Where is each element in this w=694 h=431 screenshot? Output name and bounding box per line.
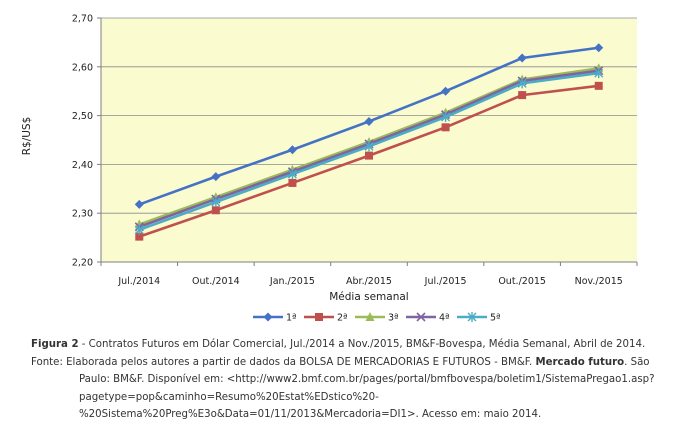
x-tick-labels: Jul./2014 Out./2014 Jan./2015 Abr./2015 Jul.… bbox=[117, 276, 622, 287]
data-point bbox=[594, 81, 603, 90]
y-tick-labels: 2,20 2,30 2,40 2,50 2,60 2,70 bbox=[72, 14, 93, 269]
data-point bbox=[364, 116, 374, 126]
data-point bbox=[134, 224, 144, 235]
data-point bbox=[288, 178, 297, 187]
x-axis-label: Média semanal bbox=[329, 291, 408, 303]
data-point bbox=[364, 141, 374, 152]
figure-title: Figura 2 - Contratos Futuros em Dólar Co… bbox=[31, 336, 671, 354]
figure-source: Fonte: Elaborada pelos autores a partir … bbox=[31, 354, 671, 424]
source-title: Mercado futuro bbox=[535, 356, 625, 368]
x-tick-label: Abr./2015 bbox=[346, 276, 392, 287]
legend: 1ª 2ª 3ª 4ª 5ª bbox=[253, 312, 501, 324]
x-tick-label: Out./2014 bbox=[192, 276, 240, 287]
legend-item-1: 1ª bbox=[253, 312, 297, 324]
line-chart: 2,20 2,30 2,40 2,50 2,60 2,70 Jul./2014 Out./2… bbox=[21, 14, 638, 324]
data-point bbox=[518, 91, 527, 100]
series-group bbox=[134, 43, 604, 241]
data-point bbox=[441, 112, 451, 123]
marker-stroke bbox=[416, 312, 426, 322]
y-tick-label: 2,60 bbox=[72, 62, 93, 73]
legend-marker bbox=[467, 312, 477, 322]
axes bbox=[97, 17, 638, 266]
y-tick-label: 2,50 bbox=[72, 111, 93, 122]
legend-item-3: 3ª bbox=[355, 312, 399, 324]
data-point bbox=[441, 123, 450, 132]
legend-label: 1ª bbox=[286, 313, 297, 324]
data-point bbox=[517, 53, 527, 63]
data-point bbox=[211, 172, 221, 182]
y-tick-label: 2,30 bbox=[72, 209, 93, 220]
source-rest: . São Paulo: BM&F. Disponível em: <http:… bbox=[79, 356, 655, 421]
series-1 bbox=[134, 43, 604, 209]
legend-marker bbox=[315, 313, 323, 321]
data-point bbox=[594, 43, 604, 53]
y-tick-label: 2,20 bbox=[72, 258, 93, 269]
data-point bbox=[365, 151, 373, 160]
data-point bbox=[594, 68, 604, 79]
legend-marker bbox=[263, 312, 273, 322]
legend-item-5: 5ª bbox=[457, 312, 501, 324]
figure-label: Figura 2 bbox=[31, 339, 79, 350]
x-tick-label: Jul./2015 bbox=[424, 276, 467, 287]
data-point bbox=[135, 232, 144, 241]
data-point bbox=[211, 196, 221, 207]
legend-marker bbox=[416, 312, 426, 322]
data-point bbox=[517, 78, 527, 89]
y-tick-label: 2,40 bbox=[72, 160, 93, 171]
x-tick-label: Nov./2015 bbox=[575, 276, 623, 287]
data-point bbox=[211, 206, 220, 215]
x-tick-label: Jul./2014 bbox=[117, 276, 160, 287]
data-point bbox=[134, 199, 144, 209]
data-point bbox=[287, 169, 297, 180]
y-tick-label: 2,70 bbox=[72, 14, 93, 25]
figure-caption: Figura 2 - Contratos Futuros em Dólar Co… bbox=[31, 336, 671, 424]
data-point bbox=[287, 145, 297, 155]
data-point bbox=[441, 86, 451, 96]
source-prefix: Fonte: Elaborada pelos autores a partir … bbox=[31, 356, 536, 368]
legend-item-2: 2ª bbox=[304, 313, 348, 324]
legend-label: 4ª bbox=[439, 313, 450, 324]
legend-item-4: 4ª bbox=[406, 312, 450, 324]
legend-label: 2ª bbox=[337, 313, 348, 324]
x-tick-label: Out./2015 bbox=[498, 276, 546, 287]
figure-text: - Contratos Futuros em Dólar Comercial, … bbox=[78, 339, 646, 350]
y-axis-label: R$/US$ bbox=[21, 117, 33, 156]
legend-label: 3ª bbox=[388, 313, 399, 324]
series-2 bbox=[135, 81, 603, 241]
series-5 bbox=[134, 68, 604, 235]
x-tick-label: Jan./2015 bbox=[269, 276, 315, 287]
legend-marker bbox=[365, 312, 375, 321]
legend-label: 5ª bbox=[490, 313, 501, 324]
